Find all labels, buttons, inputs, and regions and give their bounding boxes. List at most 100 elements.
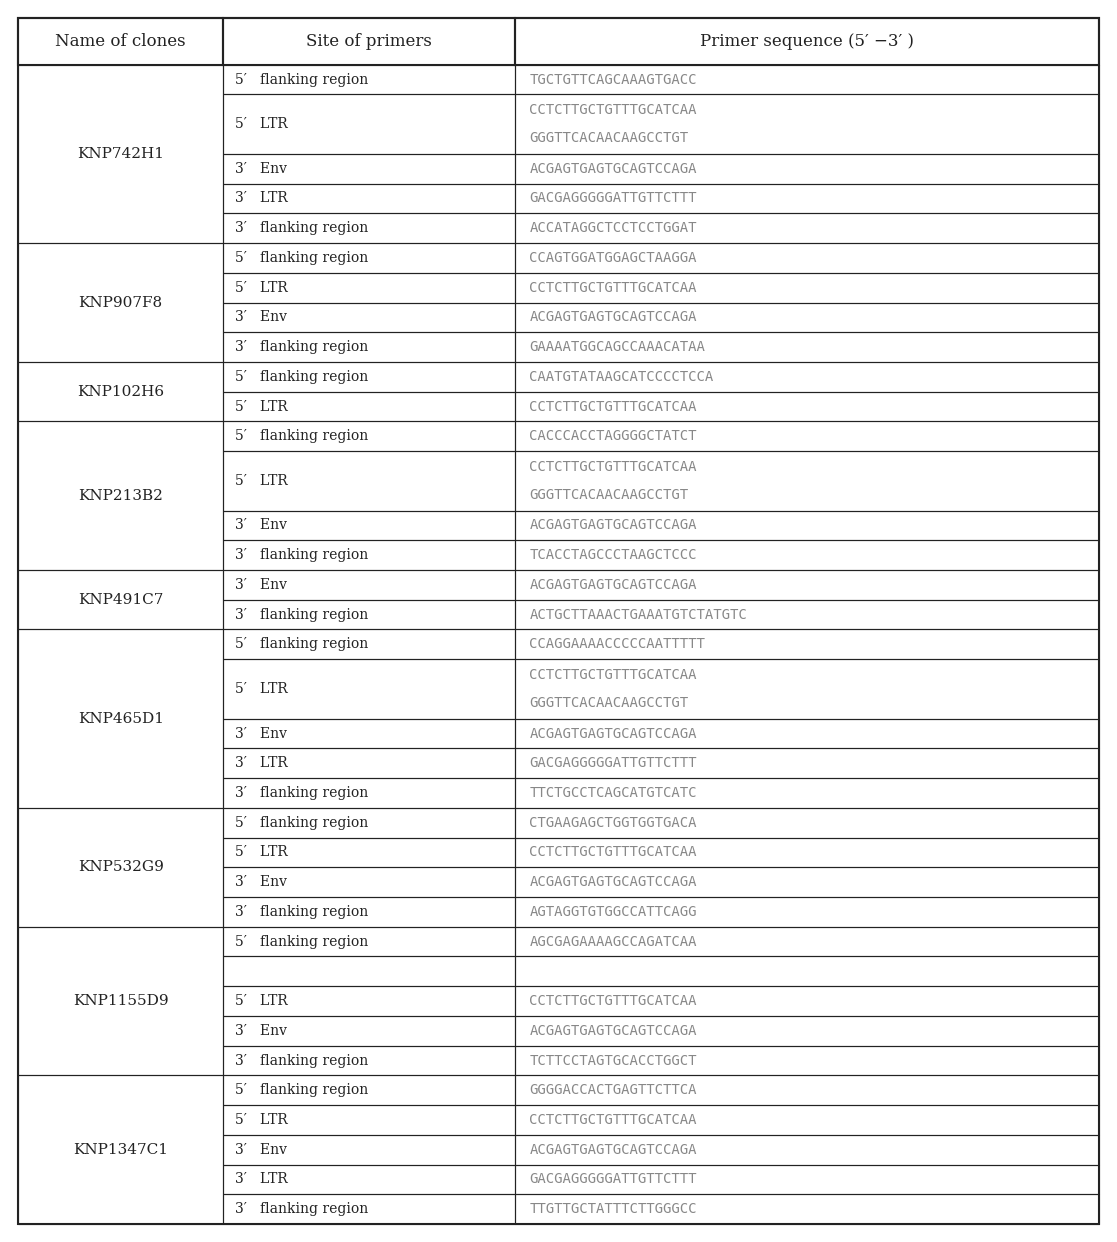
- Bar: [223, 65, 515, 94]
- Text: ACGAGTGAGTGCAGTCCAGA: ACGAGTGAGTGCAGTCCAGA: [529, 578, 697, 592]
- Text: 5′   flanking region: 5′ flanking region: [236, 1083, 369, 1097]
- Bar: [515, 719, 1099, 749]
- Bar: [223, 807, 515, 837]
- Bar: [515, 1195, 1099, 1225]
- Text: 5′   flanking region: 5′ flanking region: [236, 430, 369, 443]
- Bar: [223, 1016, 515, 1046]
- Bar: [18, 65, 223, 243]
- Text: ACGAGTGAGTGCAGTCCAGA: ACGAGTGAGTGCAGTCCAGA: [529, 1023, 697, 1038]
- Text: 3′   flanking region: 3′ flanking region: [236, 786, 369, 800]
- Text: 5′   LTR: 5′ LTR: [236, 994, 288, 1009]
- Bar: [515, 214, 1099, 243]
- Text: 3′   Env: 3′ Env: [236, 876, 287, 889]
- Bar: [515, 927, 1099, 956]
- Text: TTCTGCCTCAGCATGTCATC: TTCTGCCTCAGCATGTCATC: [529, 786, 697, 800]
- Text: 5′   LTR: 5′ LTR: [236, 474, 288, 488]
- Bar: [223, 421, 515, 451]
- Text: GGGGACCACTGAGTTCTTCA: GGGGACCACTGAGTTCTTCA: [529, 1083, 697, 1097]
- Bar: [515, 1135, 1099, 1165]
- Text: KNP213B2: KNP213B2: [78, 489, 163, 503]
- Text: CCTCTTGCTGTTTGCATCAA: CCTCTTGCTGTTTGCATCAA: [529, 1113, 697, 1126]
- Text: ACGAGTGAGTGCAGTCCAGA: ACGAGTGAGTGCAGTCCAGA: [529, 310, 697, 324]
- Text: CCTCTTGCTGTTTGCATCAA: CCTCTTGCTGTTTGCATCAA: [529, 846, 697, 859]
- Text: 3′   Env: 3′ Env: [236, 578, 287, 592]
- Bar: [223, 361, 515, 391]
- Bar: [515, 243, 1099, 273]
- Bar: [515, 303, 1099, 333]
- Text: 3′   flanking region: 3′ flanking region: [236, 1053, 369, 1068]
- Bar: [515, 154, 1099, 184]
- Text: CCTCTTGCTGTTTGCATCAA: CCTCTTGCTGTTTGCATCAA: [529, 668, 697, 682]
- Bar: [515, 779, 1099, 807]
- Bar: [223, 451, 515, 510]
- Text: GGGTTCACAACAAGCCTGT: GGGTTCACAACAAGCCTGT: [529, 130, 688, 145]
- Bar: [18, 570, 223, 630]
- Text: KNP465D1: KNP465D1: [78, 712, 164, 725]
- Bar: [515, 391, 1099, 421]
- Text: KNP491C7: KNP491C7: [78, 592, 163, 607]
- Text: CCTCTTGCTGTTTGCATCAA: CCTCTTGCTGTTTGCATCAA: [529, 400, 697, 414]
- Text: 5′   LTR: 5′ LTR: [236, 682, 288, 696]
- Bar: [223, 749, 515, 779]
- Text: KNP1347C1: KNP1347C1: [74, 1143, 169, 1156]
- Bar: [515, 1165, 1099, 1195]
- Bar: [223, 184, 515, 214]
- Bar: [515, 897, 1099, 927]
- Bar: [515, 867, 1099, 897]
- Text: 5′   LTR: 5′ LTR: [236, 400, 288, 414]
- Bar: [515, 630, 1099, 660]
- Text: 5′   LTR: 5′ LTR: [236, 117, 288, 132]
- Text: CCAGGAAAACCCCCAATTTTT: CCAGGAAAACCCCCAATTTTT: [529, 637, 705, 651]
- Bar: [18, 17, 223, 65]
- Bar: [223, 391, 515, 421]
- Bar: [223, 927, 515, 956]
- Text: TTGTTGCTATTTCTTGGGCC: TTGTTGCTATTTCTTGGGCC: [529, 1202, 697, 1216]
- Text: 5′   flanking region: 5′ flanking region: [236, 72, 369, 87]
- Text: CCAGTGGATGGAGCTAAGGA: CCAGTGGATGGAGCTAAGGA: [529, 251, 697, 265]
- Text: 3′   Env: 3′ Env: [236, 310, 287, 324]
- Text: CAATGTATAAGCATCCCCTCCA: CAATGTATAAGCATCCCCTCCA: [529, 370, 714, 384]
- Bar: [223, 1046, 515, 1076]
- Text: 5′   flanking region: 5′ flanking region: [236, 637, 369, 651]
- Text: 3′   Env: 3′ Env: [236, 1023, 287, 1038]
- Bar: [515, 749, 1099, 779]
- Bar: [515, 807, 1099, 837]
- Text: 3′   Env: 3′ Env: [236, 1143, 287, 1156]
- Bar: [515, 94, 1099, 154]
- Bar: [515, 184, 1099, 214]
- Text: CCTCTTGCTGTTTGCATCAA: CCTCTTGCTGTTTGCATCAA: [529, 281, 697, 294]
- Text: AGTAGGTGTGGCCATTCAGG: AGTAGGTGTGGCCATTCAGG: [529, 905, 697, 919]
- Text: ACGAGTGAGTGCAGTCCAGA: ACGAGTGAGTGCAGTCCAGA: [529, 727, 697, 740]
- Bar: [515, 421, 1099, 451]
- Text: GACGAGGGGGATTGTTCTTT: GACGAGGGGGATTGTTCTTT: [529, 1172, 697, 1186]
- Text: CCTCTTGCTGTTTGCATCAA: CCTCTTGCTGTTTGCATCAA: [529, 461, 697, 474]
- Text: Site of primers: Site of primers: [306, 32, 432, 50]
- Bar: [18, 927, 223, 1076]
- Text: 3′   Env: 3′ Env: [236, 727, 287, 740]
- Bar: [223, 94, 515, 154]
- Text: KNP742H1: KNP742H1: [77, 147, 164, 161]
- Text: GACGAGGGGGATTGTTCTTT: GACGAGGGGGATTGTTCTTT: [529, 756, 697, 770]
- Bar: [515, 570, 1099, 600]
- Text: ACGAGTGAGTGCAGTCCAGA: ACGAGTGAGTGCAGTCCAGA: [529, 1143, 697, 1156]
- Bar: [223, 1076, 515, 1105]
- Bar: [223, 1165, 515, 1195]
- Bar: [515, 540, 1099, 570]
- Text: CTGAAGAGCTGGTGGTGACA: CTGAAGAGCTGGTGGTGACA: [529, 816, 697, 830]
- Text: 3′   LTR: 3′ LTR: [236, 191, 288, 205]
- Bar: [515, 273, 1099, 303]
- Text: GGGTTCACAACAAGCCTGT: GGGTTCACAACAAGCCTGT: [529, 488, 688, 502]
- Text: CCTCTTGCTGTTTGCATCAA: CCTCTTGCTGTTTGCATCAA: [529, 994, 697, 1009]
- Bar: [223, 303, 515, 333]
- Text: 5′   flanking region: 5′ flanking region: [236, 251, 369, 265]
- Text: 3′   Env: 3′ Env: [236, 518, 287, 533]
- Bar: [223, 510, 515, 540]
- Text: 3′   flanking region: 3′ flanking region: [236, 1202, 369, 1216]
- Bar: [515, 510, 1099, 540]
- Text: CACCCACCTAGGGGCTATCT: CACCCACCTAGGGGCTATCT: [529, 430, 697, 443]
- Bar: [223, 214, 515, 243]
- Bar: [515, 956, 1099, 986]
- Bar: [515, 1076, 1099, 1105]
- Text: ACGAGTGAGTGCAGTCCAGA: ACGAGTGAGTGCAGTCCAGA: [529, 876, 697, 889]
- Bar: [223, 779, 515, 807]
